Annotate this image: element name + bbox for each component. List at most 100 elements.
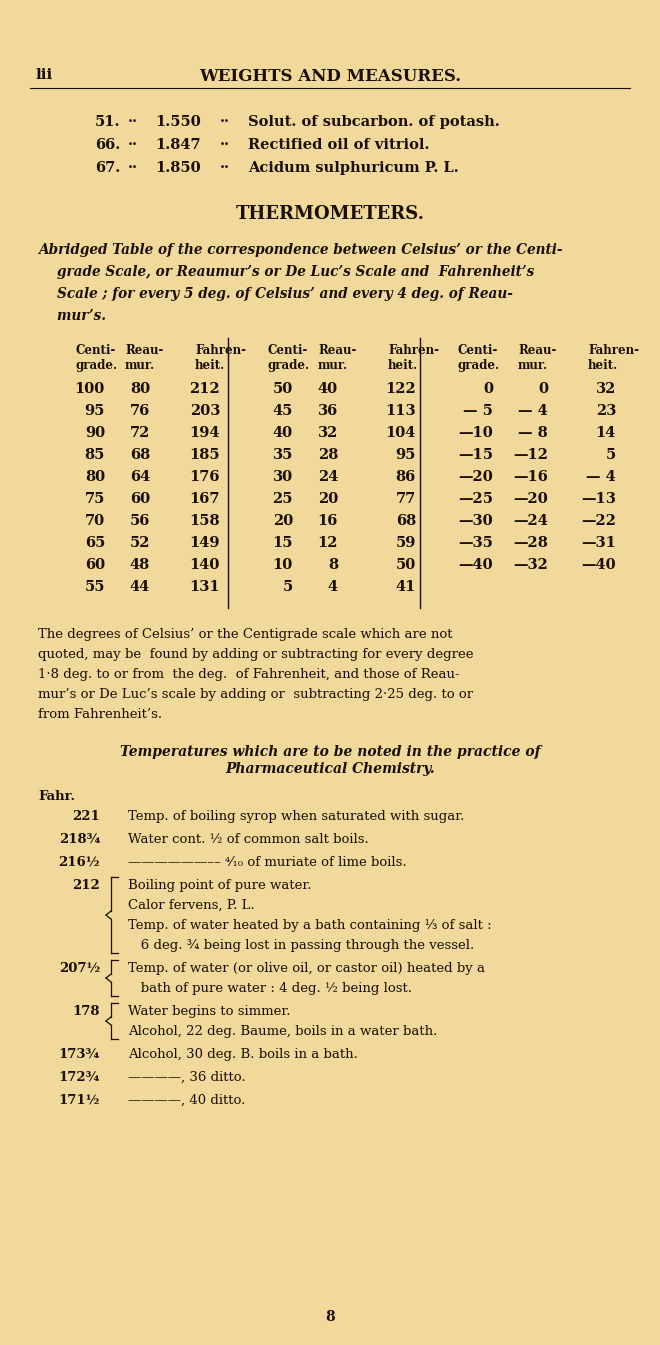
Text: 50: 50 xyxy=(396,558,416,572)
Text: Solut. of subcarbon. of potash.: Solut. of subcarbon. of potash. xyxy=(248,116,500,129)
Text: 30: 30 xyxy=(273,469,293,484)
Text: Calor fervens, P. L.: Calor fervens, P. L. xyxy=(128,898,255,912)
Text: 68: 68 xyxy=(396,514,416,529)
Text: 0: 0 xyxy=(483,382,493,395)
Text: 50: 50 xyxy=(273,382,293,395)
Text: heit.: heit. xyxy=(195,359,225,373)
Text: 14: 14 xyxy=(595,426,616,440)
Text: Water begins to simmer.: Water begins to simmer. xyxy=(128,1005,290,1018)
Text: from Fahrenheit’s.: from Fahrenheit’s. xyxy=(38,707,162,721)
Text: Reau-: Reau- xyxy=(518,344,556,356)
Text: 5: 5 xyxy=(282,580,293,594)
Text: Centi-: Centi- xyxy=(75,344,116,356)
Text: 218¾: 218¾ xyxy=(59,833,100,846)
Text: Fahren-: Fahren- xyxy=(195,344,246,356)
Text: Alcohol, 22 deg. Baume, boils in a water bath.: Alcohol, 22 deg. Baume, boils in a water… xyxy=(128,1025,438,1038)
Text: 75: 75 xyxy=(84,492,105,506)
Text: 32: 32 xyxy=(595,382,616,395)
Text: Scale ; for every 5 deg. of Celsius’ and every 4 deg. of Reau-: Scale ; for every 5 deg. of Celsius’ and… xyxy=(38,286,513,301)
Text: 68: 68 xyxy=(130,448,150,461)
Text: 4: 4 xyxy=(328,580,338,594)
Text: Reau-: Reau- xyxy=(318,344,356,356)
Text: 40: 40 xyxy=(318,382,338,395)
Text: 85: 85 xyxy=(84,448,105,461)
Text: 1.850: 1.850 xyxy=(155,161,201,175)
Text: Temperatures which are to be noted in the practice of: Temperatures which are to be noted in th… xyxy=(119,745,541,759)
Text: 70: 70 xyxy=(85,514,105,529)
Text: —15: —15 xyxy=(458,448,493,461)
Text: 76: 76 xyxy=(130,404,150,418)
Text: 194: 194 xyxy=(189,426,220,440)
Text: 158: 158 xyxy=(189,514,220,529)
Text: 5: 5 xyxy=(606,448,616,461)
Text: Centi-: Centi- xyxy=(458,344,498,356)
Text: —40: —40 xyxy=(459,558,493,572)
Text: Temp. of water (or olive oil, or castor oil) heated by a: Temp. of water (or olive oil, or castor … xyxy=(128,962,485,975)
Text: WEIGHTS AND MEASURES.: WEIGHTS AND MEASURES. xyxy=(199,69,461,85)
Text: 80: 80 xyxy=(85,469,105,484)
Text: 67.: 67. xyxy=(95,161,120,175)
Text: —40: —40 xyxy=(581,558,616,572)
Text: ··: ·· xyxy=(128,139,138,152)
Text: Centi-: Centi- xyxy=(268,344,308,356)
Text: grade.: grade. xyxy=(75,359,117,373)
Text: 36: 36 xyxy=(317,404,338,418)
Text: ··: ·· xyxy=(220,139,230,152)
Text: heit.: heit. xyxy=(388,359,418,373)
Text: 171½: 171½ xyxy=(59,1093,100,1107)
Text: —32: —32 xyxy=(513,558,548,572)
Text: mur.: mur. xyxy=(318,359,348,373)
Text: 172¾: 172¾ xyxy=(59,1071,100,1084)
Text: Reau-: Reau- xyxy=(125,344,164,356)
Text: Acidum sulphuricum P. L.: Acidum sulphuricum P. L. xyxy=(248,161,459,175)
Text: —10: —10 xyxy=(458,426,493,440)
Text: —24: —24 xyxy=(513,514,548,529)
Text: 90: 90 xyxy=(85,426,105,440)
Text: — 8: — 8 xyxy=(518,426,548,440)
Text: ··: ·· xyxy=(220,161,230,175)
Text: 32: 32 xyxy=(317,426,338,440)
Text: quoted, may be  found by adding or subtracting for every degree: quoted, may be found by adding or subtra… xyxy=(38,648,473,660)
Text: 44: 44 xyxy=(130,580,150,594)
Text: —20: —20 xyxy=(513,492,548,506)
Text: 86: 86 xyxy=(396,469,416,484)
Text: THERMOMETERS.: THERMOMETERS. xyxy=(236,204,424,223)
Text: 173¾: 173¾ xyxy=(59,1048,100,1061)
Text: 10: 10 xyxy=(273,558,293,572)
Text: 185: 185 xyxy=(189,448,220,461)
Text: — 4: — 4 xyxy=(586,469,616,484)
Text: 12: 12 xyxy=(317,537,338,550)
Text: 80: 80 xyxy=(130,382,150,395)
Text: —25: —25 xyxy=(458,492,493,506)
Text: —35: —35 xyxy=(458,537,493,550)
Text: 178: 178 xyxy=(73,1005,100,1018)
Text: Boiling point of pure water.: Boiling point of pure water. xyxy=(128,880,312,892)
Text: mur’s or De Luc’s scale by adding or  subtracting 2·25 deg. to or: mur’s or De Luc’s scale by adding or sub… xyxy=(38,689,473,701)
Text: 40: 40 xyxy=(273,426,293,440)
Text: 60: 60 xyxy=(85,558,105,572)
Text: 207½: 207½ xyxy=(59,962,100,975)
Text: 149: 149 xyxy=(189,537,220,550)
Text: 221: 221 xyxy=(72,810,100,823)
Text: ——————–– ⁴⁄₁₀ of muriate of lime boils.: ——————–– ⁴⁄₁₀ of muriate of lime boils. xyxy=(128,855,407,869)
Text: 100: 100 xyxy=(75,382,105,395)
Text: ··: ·· xyxy=(128,116,138,129)
Text: —16: —16 xyxy=(513,469,548,484)
Text: Fahr.: Fahr. xyxy=(38,790,75,803)
Text: 20: 20 xyxy=(273,514,293,529)
Text: Pharmaceutical Chemistry.: Pharmaceutical Chemistry. xyxy=(225,763,435,776)
Text: Temp. of water heated by a bath containing ⅓ of salt :: Temp. of water heated by a bath containi… xyxy=(128,919,492,932)
Text: 35: 35 xyxy=(273,448,293,461)
Text: 60: 60 xyxy=(130,492,150,506)
Text: 1.550: 1.550 xyxy=(155,116,201,129)
Text: —12: —12 xyxy=(513,448,548,461)
Text: 24: 24 xyxy=(317,469,338,484)
Text: 203: 203 xyxy=(189,404,220,418)
Text: 1·8 deg. to or from  the deg.  of Fahrenheit, and those of Reau-: 1·8 deg. to or from the deg. of Fahrenhe… xyxy=(38,668,459,681)
Text: 216½: 216½ xyxy=(59,855,100,869)
Text: 25: 25 xyxy=(273,492,293,506)
Text: mur.: mur. xyxy=(518,359,548,373)
Text: —31: —31 xyxy=(581,537,616,550)
Text: 212: 212 xyxy=(189,382,220,395)
Text: Temp. of boiling syrop when saturated with sugar.: Temp. of boiling syrop when saturated wi… xyxy=(128,810,465,823)
